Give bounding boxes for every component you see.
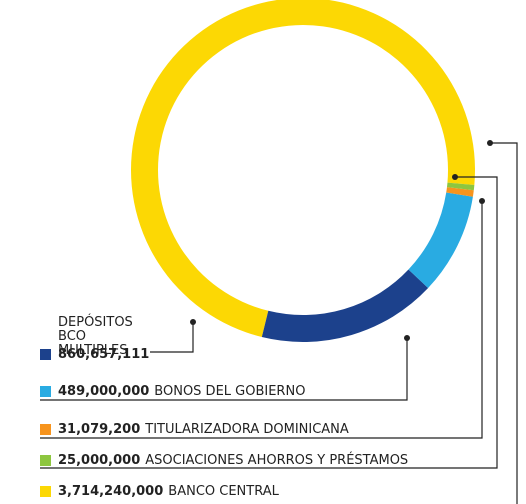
donut-segment bbox=[408, 192, 473, 289]
leader-dot bbox=[190, 319, 196, 325]
legend-item: 3,714,240,000 BANCO CENTRAL bbox=[40, 484, 279, 499]
legend-swatch bbox=[40, 455, 51, 466]
legend-value: 489,000,000 bbox=[58, 384, 150, 399]
leader-line bbox=[150, 322, 194, 353]
leader-dot bbox=[487, 140, 493, 146]
legend-item: 489,000,000 BONOS DEL GOBIERNO bbox=[40, 384, 305, 399]
legend-swatch bbox=[40, 486, 51, 497]
legend-item: 860,657,111 bbox=[40, 347, 154, 362]
leader-line bbox=[40, 176, 498, 469]
legend-item: 31,079,200 TITULARIZADORA DOMINICANA bbox=[40, 422, 349, 437]
donut-segment bbox=[446, 187, 474, 197]
leader-line bbox=[490, 142, 518, 504]
legend-label: BONOS DEL GOBIERNO bbox=[154, 384, 306, 399]
leader-dot bbox=[479, 198, 485, 204]
legend-value: 3,714,240,000 bbox=[58, 484, 164, 499]
donut-segment bbox=[261, 269, 429, 342]
legend-item: 25,000,000 ASOCIACIONES AHORROS Y PRÉSTAM… bbox=[40, 453, 408, 468]
legend-label: ASOCIACIONES AHORROS Y PRÉSTAMOS bbox=[145, 453, 409, 468]
legend-value: 860,657,111 bbox=[58, 347, 150, 362]
leader-line bbox=[40, 338, 408, 401]
leader-dot bbox=[404, 335, 410, 341]
legend-label: TITULARIZADORA DOMINICANA bbox=[145, 422, 349, 437]
leader-dot bbox=[452, 174, 458, 180]
legend-value: 31,079,200 bbox=[58, 422, 141, 437]
legend-value: 25,000,000 bbox=[58, 453, 141, 468]
legend-swatch bbox=[40, 349, 51, 360]
legend-label: BANCO CENTRAL bbox=[168, 484, 279, 499]
legend-label: DEPÓSITOS BCO MULTIPLES bbox=[58, 315, 133, 358]
leader-lines bbox=[40, 140, 518, 504]
donut-segment bbox=[446, 182, 475, 191]
leader-line bbox=[40, 201, 483, 439]
legend-swatch bbox=[40, 424, 51, 435]
legend-swatch bbox=[40, 386, 51, 397]
